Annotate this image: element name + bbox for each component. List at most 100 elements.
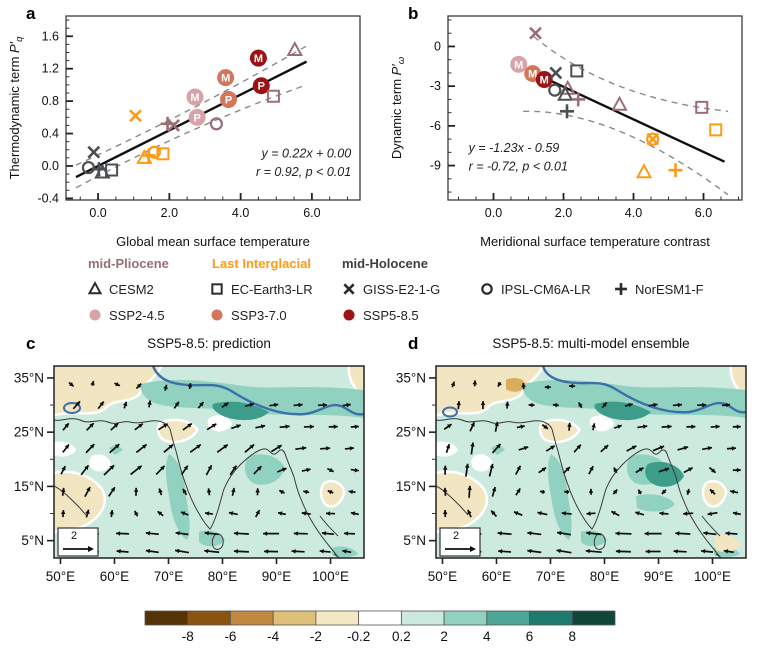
wind-vector-head xyxy=(263,531,268,536)
wind-vector-head xyxy=(160,465,165,471)
wind-vector-head xyxy=(516,465,521,471)
wind-vector-head xyxy=(163,384,168,390)
wind-vector-head xyxy=(491,487,497,492)
wind-vector-head xyxy=(236,424,241,429)
x-tick-label: 2.0 xyxy=(161,206,178,220)
coastline xyxy=(54,418,171,430)
cross-marker xyxy=(129,109,142,123)
wind-vector-head xyxy=(89,423,94,428)
scatter-plot-dynamic: 0.0 2.0 4.0 6.00-3-6-9MM My = -1.23x - 0.59r… xyxy=(389,15,743,249)
lon-tick-label: 90°E xyxy=(262,569,291,584)
colorbar-segment xyxy=(443,610,488,626)
wind-vector-head xyxy=(552,402,558,408)
wind-vector-head xyxy=(233,531,239,536)
coastline xyxy=(436,485,469,516)
map-border xyxy=(53,365,365,559)
coastline xyxy=(715,553,723,558)
wind-vector-head xyxy=(273,402,279,408)
wind-vector-head xyxy=(342,549,347,554)
wind-vector-head xyxy=(675,531,680,536)
wind-vector-head xyxy=(138,423,143,428)
wind-vector-head xyxy=(255,509,260,515)
wind-vector-head xyxy=(615,549,620,554)
lon-tick-label: 60°E xyxy=(100,569,129,584)
wind-vector-head xyxy=(223,444,228,449)
wind-vector-head xyxy=(309,424,314,430)
wind-vector-head xyxy=(725,402,730,408)
wind-vector-head xyxy=(504,401,510,406)
neutral-region xyxy=(207,415,232,432)
wind-vector-head xyxy=(723,549,729,554)
y-tick-label: -9 xyxy=(430,159,441,173)
wind-vector-head xyxy=(333,424,338,430)
anomaly-region xyxy=(506,377,526,392)
colorbar-tick-label: 2 xyxy=(440,629,448,644)
wind-vector-head xyxy=(736,467,741,473)
wind-vector-head xyxy=(110,487,115,492)
wind-vector-head xyxy=(709,489,715,494)
x-tick-label: 2.0 xyxy=(555,206,572,220)
wind-vector-head xyxy=(175,548,180,554)
positive-anomaly-region xyxy=(166,454,190,540)
dot-marker-icon xyxy=(89,309,101,321)
legend-label: EC-Earth3-LR xyxy=(231,281,313,297)
wind-vector-head xyxy=(642,424,648,429)
wind-vector-head xyxy=(445,444,451,449)
wind-vector-head xyxy=(496,443,501,449)
wind-vector-head xyxy=(588,488,594,493)
wind-vector-head xyxy=(113,423,119,428)
wind-vector-head xyxy=(196,444,201,449)
filled-circle-marker xyxy=(188,108,206,126)
wind-vector-head xyxy=(187,423,192,428)
wind-vector-head xyxy=(163,423,168,428)
anomaly-region xyxy=(636,494,675,512)
x-tick-label: 6.0 xyxy=(695,206,712,220)
lat-tick-label: 35°N xyxy=(14,370,44,385)
wind-vector-head xyxy=(122,401,128,407)
wind-vector-head xyxy=(613,467,618,473)
wind-vector-head xyxy=(701,549,706,554)
colorbar-segment xyxy=(358,610,402,626)
wind-vector-head xyxy=(711,468,716,473)
y-tick-label: 1.6 xyxy=(42,29,59,43)
wind-vector-head xyxy=(730,489,735,495)
wind-vector-head xyxy=(204,548,209,554)
wind-vector-head xyxy=(569,383,574,389)
y-tick-label: 1.2 xyxy=(42,62,59,76)
wind-vector-head xyxy=(90,380,95,386)
wind-vector-head xyxy=(99,401,104,407)
positive-anomaly-region xyxy=(548,454,572,540)
wind-vector-head xyxy=(611,511,616,516)
wind-vector-head xyxy=(638,467,644,472)
filled-circle-marker xyxy=(220,90,238,108)
wind-vector-head xyxy=(644,531,649,536)
wind-vector-head xyxy=(520,424,525,429)
circle-marker xyxy=(548,83,562,97)
wind-vector-head xyxy=(521,383,526,388)
dot-marker-icon xyxy=(343,309,355,321)
wind-vector-head xyxy=(142,444,147,449)
legend-label: IPSL-CM6A-LR xyxy=(501,281,591,297)
wind-vector-head xyxy=(544,384,549,390)
square-marker xyxy=(570,64,584,78)
cross-marker-icon xyxy=(343,283,355,295)
wind-vector-head xyxy=(147,400,152,405)
anomaly-region xyxy=(714,534,741,552)
wind-vector-head xyxy=(472,380,478,385)
wind-vector-head xyxy=(279,490,284,495)
reference-vector-label: 2 xyxy=(71,530,77,542)
x-tick-label: 6.0 xyxy=(303,206,320,220)
legend-item-ssp3-70: SSP3-7.0 xyxy=(208,306,287,324)
wind-vector-head xyxy=(180,511,186,516)
coastline xyxy=(54,485,87,516)
x-axis-label: Global mean surface temperature xyxy=(116,234,310,249)
coastline xyxy=(333,553,341,558)
marker-letter: M xyxy=(254,53,263,65)
lat-tick-label: 25°N xyxy=(14,425,44,440)
x-tick-label: 4.0 xyxy=(625,206,642,220)
wind-vector-head xyxy=(114,444,120,449)
coastline xyxy=(211,533,224,550)
wind-vector-head xyxy=(321,531,327,536)
wind-vector-head xyxy=(497,382,502,387)
